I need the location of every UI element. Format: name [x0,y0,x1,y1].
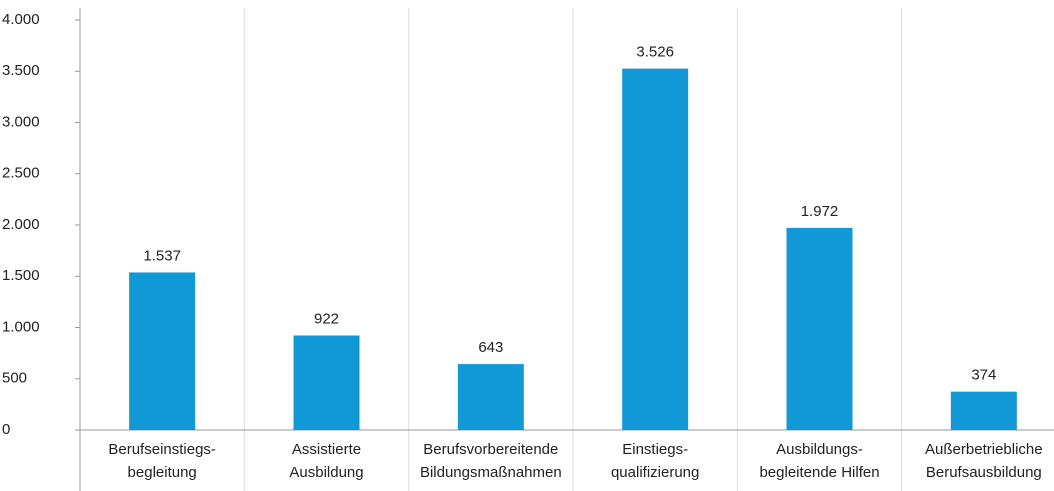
bar [129,272,196,430]
bar [622,68,689,431]
y-tick-label: 2.000 [2,216,40,233]
x-tick-label: Ausbildungs- [776,441,863,458]
x-tick-label: begleitende Hilfen [759,464,879,481]
bar [457,364,524,430]
y-tick-label: 3.000 [2,113,40,130]
x-tick-label: Einstiegs- [622,441,688,458]
x-tick-label: Außerbetriebliche [925,441,1043,458]
bar [786,227,853,430]
y-tick-label: 3.500 [2,62,40,79]
bar [950,391,1017,430]
y-tick-label: 500 [2,370,27,387]
y-tick-label: 1.500 [2,267,40,284]
x-tick-label: qualifizierung [611,464,699,481]
x-tick-label: begleitung [128,464,197,481]
value-label: 1.972 [801,203,839,220]
value-label: 643 [478,339,503,356]
value-label: 3.526 [636,44,674,61]
value-label: 374 [971,367,996,384]
x-tick-label: Berufsausbildung [926,464,1042,481]
y-tick-label: 2.500 [2,165,40,182]
value-label: 922 [314,310,339,327]
value-label: 1.537 [143,247,181,264]
y-tick-label: 1.000 [2,318,40,335]
y-tick-label: 4.000 [2,11,40,28]
x-tick-label: Assistierte [292,441,361,458]
x-tick-label: Berufsvorbereitende [423,441,558,458]
x-tick-label: Bildungsmaßnahmen [420,464,562,481]
x-tick-label: Ausbildung [289,464,363,481]
x-tick-label: Berufseinstiegs- [108,441,216,458]
bar [293,335,360,430]
y-tick-label: 0 [2,421,10,438]
